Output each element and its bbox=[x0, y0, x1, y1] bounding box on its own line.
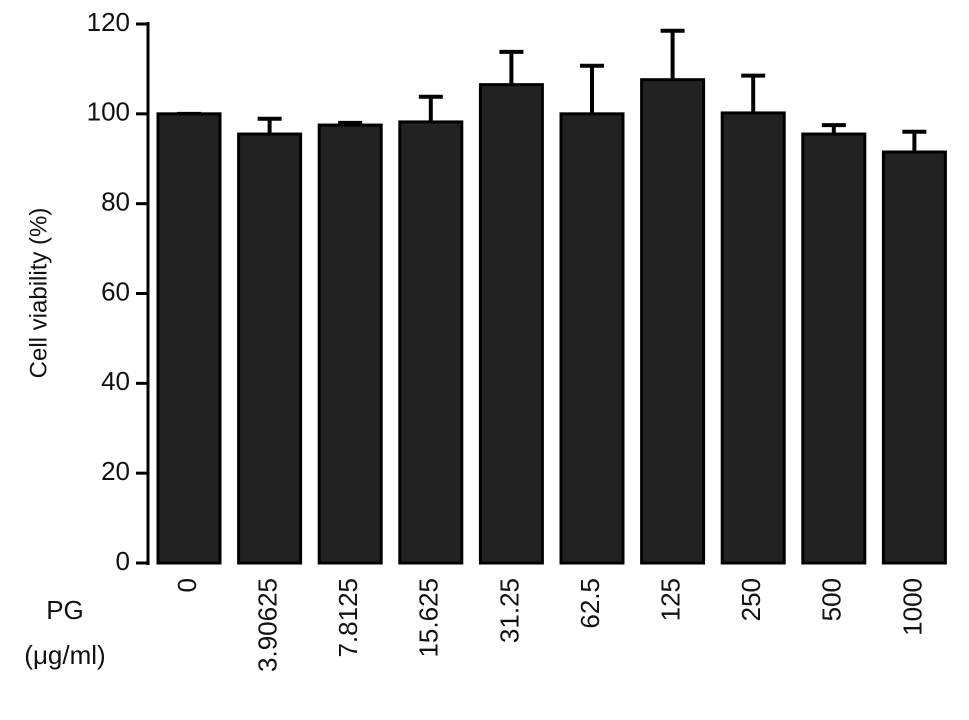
y-tick-label: 20 bbox=[101, 456, 130, 486]
x-axis-label: (μg/ml) bbox=[24, 640, 105, 670]
x-tick-label: 3.90625 bbox=[252, 578, 282, 672]
x-axis-label: PG bbox=[46, 595, 84, 625]
x-tick-label: 15.625 bbox=[414, 578, 444, 658]
bar bbox=[398, 120, 464, 565]
x-tick-label: 500 bbox=[817, 578, 847, 621]
bar bbox=[881, 150, 947, 565]
bar bbox=[237, 132, 303, 565]
x-tick-label: 62.5 bbox=[575, 578, 605, 629]
y-tick-label: 0 bbox=[116, 546, 130, 576]
bar bbox=[720, 111, 786, 565]
y-tick-label: 120 bbox=[87, 7, 130, 37]
x-tick-label: 7.8125 bbox=[333, 578, 363, 658]
bar bbox=[640, 78, 706, 565]
y-tick-label: 100 bbox=[87, 97, 130, 127]
x-tick-label: 0 bbox=[172, 578, 202, 592]
y-tick-label: 40 bbox=[101, 366, 130, 396]
y-tick-label: 80 bbox=[101, 187, 130, 217]
x-tick-label: 1000 bbox=[897, 578, 927, 636]
bar bbox=[559, 112, 625, 565]
y-tick-label: 60 bbox=[101, 276, 130, 306]
bar bbox=[156, 112, 222, 565]
bar bbox=[801, 132, 867, 565]
x-tick-label: 250 bbox=[736, 578, 766, 621]
bar bbox=[317, 123, 383, 565]
y-axis-label: Cell viability (%) bbox=[25, 208, 52, 379]
x-tick-label: 31.25 bbox=[494, 578, 524, 643]
x-tick-label: 125 bbox=[655, 578, 685, 621]
bar bbox=[478, 83, 544, 565]
